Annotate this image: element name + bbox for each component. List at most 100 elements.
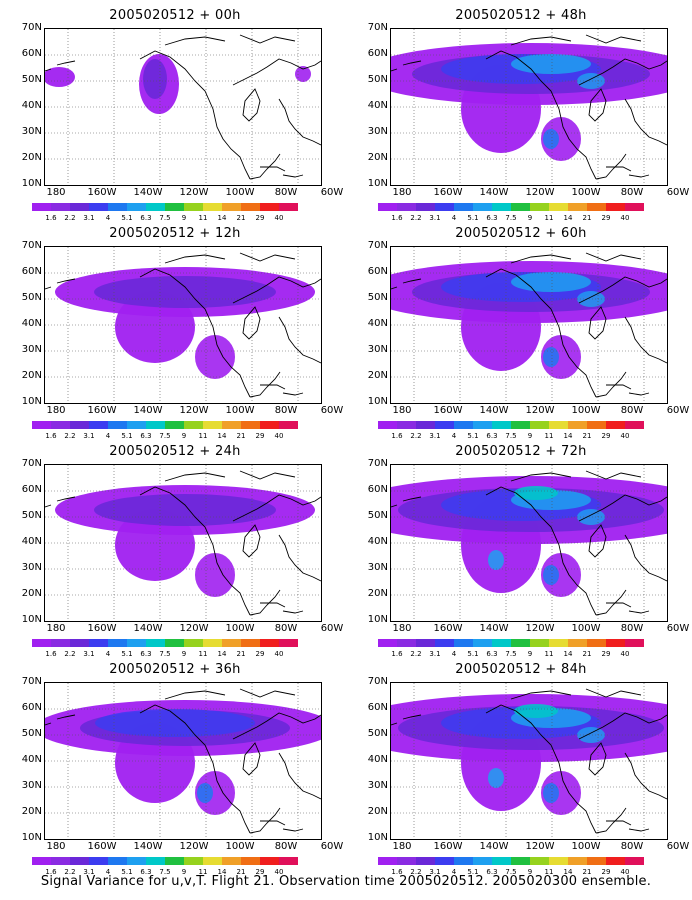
variance-core	[488, 550, 504, 570]
colorbar-label: 3.1	[429, 214, 441, 222]
colorbar-swatch	[260, 203, 279, 211]
coastline	[249, 153, 281, 180]
colorbar-swatch	[473, 421, 492, 429]
variance-field	[45, 29, 321, 185]
coastline	[278, 534, 321, 582]
variance-field	[45, 465, 321, 621]
longitude-label: 140W	[479, 841, 509, 852]
panel-title: 2005020512 + 72h	[455, 444, 587, 459]
colorbar-swatch	[473, 639, 492, 647]
coastline	[139, 704, 251, 834]
longitude-label: 120W	[525, 187, 555, 198]
colorbar-label: 40	[274, 650, 284, 658]
colorbar-label: 9	[181, 868, 187, 876]
colorbar-label: 5.1	[121, 432, 133, 440]
colorbar-swatch	[492, 421, 511, 429]
colorbar-swatch	[549, 203, 568, 211]
latitude-label: 70N	[367, 240, 388, 251]
longitude-label: 160W	[87, 841, 117, 852]
colorbar-label: 7.5	[505, 214, 517, 222]
coastline	[45, 714, 76, 726]
latitude-label: 10N	[367, 832, 388, 843]
colorbar-swatch	[492, 639, 511, 647]
colorbar	[378, 639, 644, 647]
colorbar-label: 3.1	[83, 214, 95, 222]
latitude-label: 20N	[367, 806, 388, 817]
longitude-label: 60W	[320, 187, 344, 198]
colorbar-swatch	[378, 857, 397, 865]
colorbar-swatch	[32, 639, 51, 647]
map-panel: 2005020512 + 12h 70N 60N 50N 40N 30N 20N 10N 180…	[10, 226, 344, 442]
longitude-label: 80W	[620, 841, 644, 852]
colorbar-label: 7.5	[505, 868, 517, 876]
colorbar-label: 29	[255, 432, 265, 440]
coastline	[588, 306, 607, 340]
variance-region	[115, 509, 195, 581]
colorbar-label: 14	[217, 868, 227, 876]
map-plot-area	[390, 246, 668, 404]
colorbar-label: 29	[255, 214, 265, 222]
colorbar-swatch	[127, 857, 146, 865]
colorbar-swatch	[260, 421, 279, 429]
longitude-label: 120W	[179, 187, 209, 198]
latitude-label: 60N	[21, 266, 42, 277]
colorbar-swatch	[108, 639, 127, 647]
colorbar-label: 29	[601, 214, 611, 222]
colorbar-label: 14	[217, 650, 227, 658]
variance-core	[577, 73, 605, 89]
panel-title: 2005020512 + 00h	[109, 8, 241, 23]
coastline	[232, 494, 321, 522]
coastline	[139, 50, 251, 180]
variance-region	[94, 276, 276, 308]
coastline	[249, 371, 281, 398]
colorbar-swatch	[89, 857, 108, 865]
colorbar-label: 3.1	[429, 650, 441, 658]
longitude-label: 180	[46, 623, 66, 634]
latitude-label: 50N	[21, 74, 42, 85]
latitude-label: 30N	[21, 126, 42, 137]
variance-field	[391, 683, 667, 839]
latitude-label: 40N	[21, 536, 42, 547]
colorbar-label: 1.6	[45, 650, 57, 658]
colorbar-label: 6.3	[140, 432, 152, 440]
coastline	[249, 807, 281, 834]
latitude-label: 50N	[367, 292, 388, 303]
variance-region	[295, 66, 311, 82]
colorbar-swatch	[435, 421, 454, 429]
colorbar-swatch	[184, 639, 203, 647]
coastline	[278, 752, 321, 800]
colorbar-swatch	[568, 421, 587, 429]
colorbar-swatch	[606, 203, 625, 211]
map-plot-area	[44, 246, 322, 404]
colorbar-swatch	[473, 857, 492, 865]
colorbar-swatch	[492, 857, 511, 865]
colorbar-swatch	[203, 639, 222, 647]
colorbar-swatch	[378, 421, 397, 429]
colorbar-swatch	[70, 421, 89, 429]
coastline	[606, 602, 650, 614]
colorbar-label: 2.2	[410, 868, 422, 876]
latitude-label: 10N	[21, 614, 42, 625]
colorbar-label: 3.1	[429, 868, 441, 876]
coastline	[595, 807, 627, 834]
colorbar-swatch	[454, 639, 473, 647]
coastline	[242, 524, 261, 558]
colorbar-swatch	[146, 203, 165, 211]
colorbar	[32, 857, 298, 865]
colorbar	[378, 857, 644, 865]
colorbar-label: 2.2	[64, 214, 76, 222]
colorbar-swatch	[51, 639, 70, 647]
variance-core	[543, 129, 559, 149]
coastline	[578, 58, 667, 86]
colorbar-label: 11	[198, 214, 208, 222]
colorbar-swatch	[454, 857, 473, 865]
colorbar-swatch	[222, 421, 241, 429]
colorbar-swatch	[416, 203, 435, 211]
colorbar-swatch	[51, 203, 70, 211]
latitude-label: 60N	[367, 266, 388, 277]
colorbar-swatch	[260, 639, 279, 647]
colorbar-label: 21	[582, 432, 592, 440]
longitude-label: 80W	[274, 623, 298, 634]
colorbar-label: 2.2	[410, 214, 422, 222]
panel-title: 2005020512 + 36h	[109, 662, 241, 677]
